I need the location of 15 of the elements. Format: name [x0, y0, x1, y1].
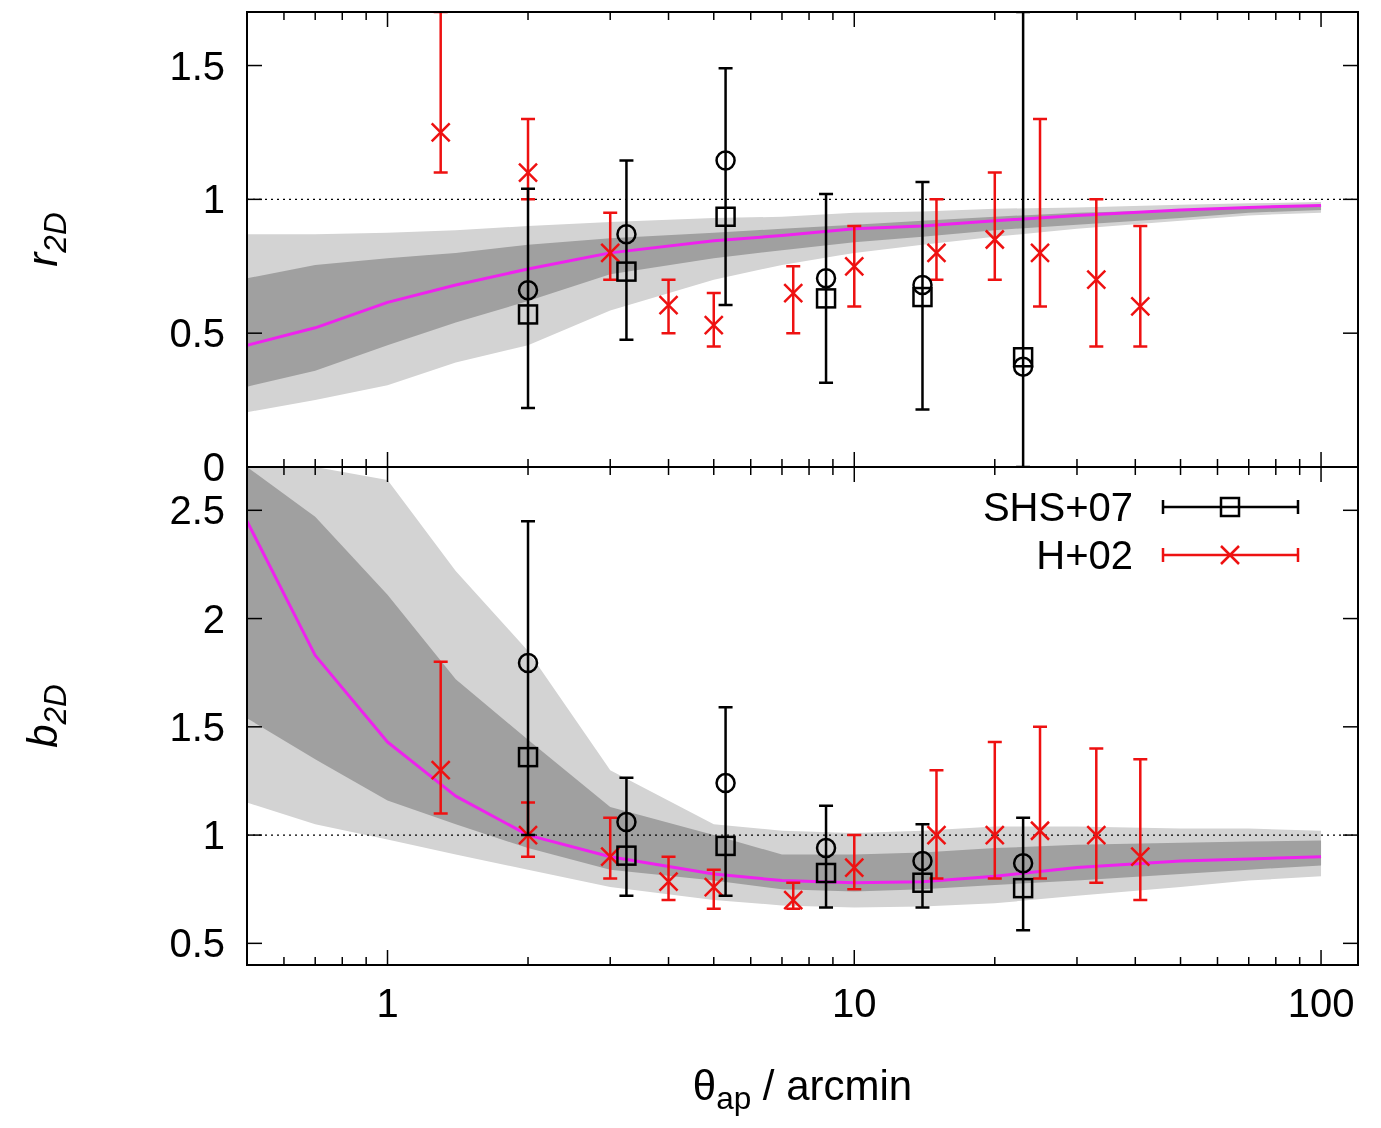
y-tick-label: 1: [202, 177, 225, 222]
y-tick-label: 0.5: [169, 921, 225, 966]
y-tick-label: 2.5: [169, 488, 225, 533]
x-tick-label: 10: [832, 981, 877, 1025]
legend-label: SHS+07: [982, 485, 1133, 529]
y-tick-label: 1: [202, 813, 225, 858]
y-tick-label: 1.5: [169, 704, 225, 749]
y-tick-label: 2: [202, 596, 225, 641]
x-tick-label: 100: [1287, 981, 1355, 1025]
y-tick-label: 1.5: [169, 43, 225, 88]
y-tick-label: 0.5: [169, 311, 225, 356]
x-tick-label: 1: [376, 981, 399, 1025]
x-axis-title: θ$_{ap}$ / arcmin: [692, 1062, 913, 1117]
y-tick-label: 0: [202, 445, 225, 489]
legend-label: H+02: [1036, 533, 1133, 577]
